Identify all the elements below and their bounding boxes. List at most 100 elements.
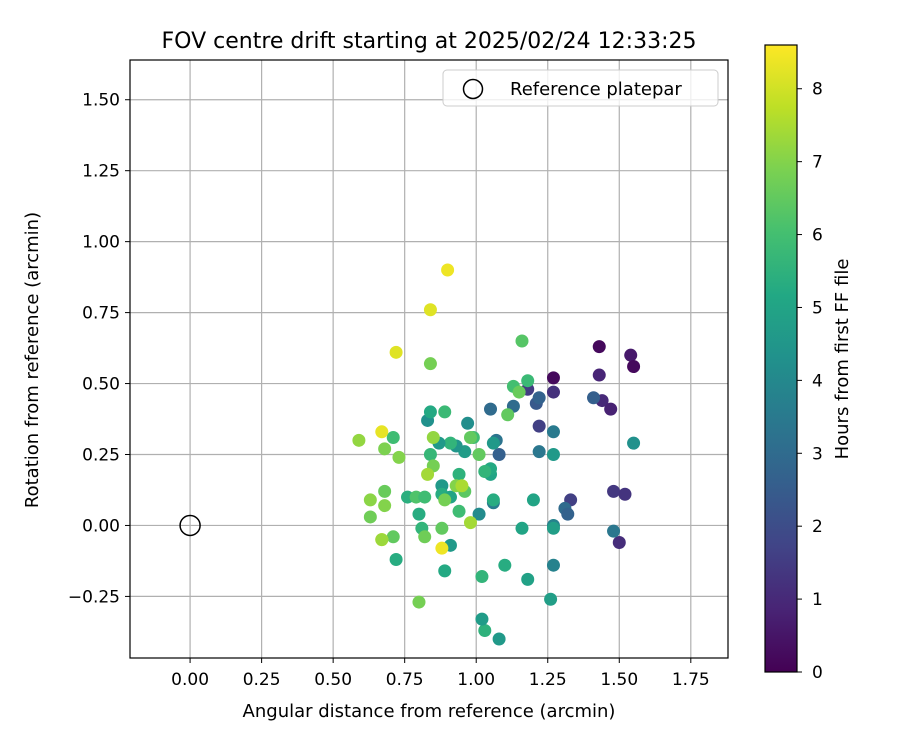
data-point [546, 558, 560, 572]
data-point [486, 493, 500, 507]
data-point [363, 493, 377, 507]
colorbar-tick-label: 4 [812, 371, 823, 391]
x-tick-label: 1.50 [600, 670, 638, 690]
data-point [463, 516, 477, 530]
data-point [455, 479, 469, 493]
x-tick-label: 1.00 [457, 670, 495, 690]
data-point [501, 408, 515, 422]
data-point [607, 484, 621, 498]
x-axis-label: Angular distance from reference (arcmin) [243, 701, 616, 722]
data-point [443, 436, 457, 450]
data-point [352, 433, 366, 447]
data-point [423, 303, 437, 317]
legend-box [442, 69, 719, 107]
data-point [624, 348, 638, 362]
data-point [423, 405, 437, 419]
x-tick-label: 1.75 [672, 670, 710, 690]
data-point [604, 402, 618, 416]
chart-title: FOV centre drift starting at 2025/02/24 … [162, 29, 697, 54]
reference-point-marker [179, 514, 201, 537]
data-point [515, 521, 529, 535]
x-tick-label: 0.75 [386, 670, 424, 690]
legend: Reference platepar [442, 69, 719, 107]
y-axis-ticks: −0.25 0.00 0.25 0.50 0.75 1.00 1.25 1.50 [68, 91, 130, 607]
data-point [612, 535, 626, 549]
y-tick-label: 1.25 [82, 162, 120, 182]
data-point [392, 450, 406, 464]
data-point [592, 368, 606, 382]
x-tick-label: 0.50 [314, 670, 352, 690]
data-point [461, 416, 475, 430]
data-point [515, 334, 529, 348]
colorbar-tick-label: 6 [812, 226, 823, 246]
data-point [438, 405, 452, 419]
legend-marker-reference [462, 78, 484, 100]
x-axis-ticks: 0.00 0.25 0.50 0.75 1.00 1.25 1.50 1.75 [171, 658, 710, 690]
data-point [492, 448, 506, 462]
data-point [546, 448, 560, 462]
legend-label: Reference platepar [510, 79, 682, 100]
data-point [498, 558, 512, 572]
data-point [546, 521, 560, 535]
data-point [418, 490, 432, 504]
colorbar-tick-label: 0 [812, 663, 823, 683]
data-point [484, 402, 498, 416]
x-tick-label: 0.00 [171, 670, 209, 690]
y-tick-label: 0.75 [82, 304, 120, 324]
data-point [452, 467, 466, 481]
data-point [475, 612, 489, 626]
data-point [532, 445, 546, 459]
data-point [435, 541, 449, 555]
data-point [512, 385, 526, 399]
data-point [587, 391, 601, 405]
colorbar-gradient [764, 44, 798, 673]
data-point [378, 499, 392, 513]
data-point [389, 553, 403, 567]
data-point [478, 623, 492, 637]
data-point [592, 340, 606, 354]
y-tick-label: 0.50 [82, 375, 120, 395]
data-point [472, 448, 486, 462]
data-point [532, 391, 546, 405]
data-point [526, 493, 540, 507]
data-point [486, 436, 500, 450]
colorbar-ticks: 0 1 2 3 4 5 6 7 8 [797, 80, 823, 683]
data-point [423, 357, 437, 371]
data-point [423, 448, 437, 462]
data-point [441, 263, 455, 277]
data-point [521, 572, 535, 586]
data-point [607, 524, 621, 538]
colorbar-label: Hours from first FF file [832, 259, 853, 460]
data-point [412, 507, 426, 521]
colorbar-tick-label: 7 [812, 153, 823, 173]
data-point [492, 632, 506, 646]
data-point [546, 385, 560, 399]
data-point [363, 510, 377, 524]
data-point [561, 507, 575, 521]
data-point [421, 467, 435, 481]
data-point [475, 570, 489, 584]
data-point [472, 507, 486, 521]
colorbar-tick-label: 2 [812, 517, 823, 537]
x-tick-label: 0.25 [243, 670, 281, 690]
data-point [389, 345, 403, 359]
data-point [386, 430, 400, 444]
data-point [478, 465, 492, 479]
data-point [378, 484, 392, 498]
colorbar-tick-label: 3 [812, 444, 823, 464]
y-tick-label: 1.50 [82, 91, 120, 111]
y-tick-label: 0.25 [82, 446, 120, 466]
data-point [452, 504, 466, 518]
colorbar-tick-label: 8 [812, 80, 823, 100]
colorbar-tick-label: 1 [812, 590, 823, 610]
data-point [532, 419, 546, 433]
data-point [546, 371, 560, 385]
data-point [438, 493, 452, 507]
data-point [378, 442, 392, 456]
data-point [375, 425, 389, 439]
data-points [179, 263, 641, 646]
colorbar: 0 1 2 3 4 5 6 7 8 Hours from first FF file [764, 44, 853, 683]
colorbar-tick-label: 5 [812, 298, 823, 318]
data-point [521, 374, 535, 388]
